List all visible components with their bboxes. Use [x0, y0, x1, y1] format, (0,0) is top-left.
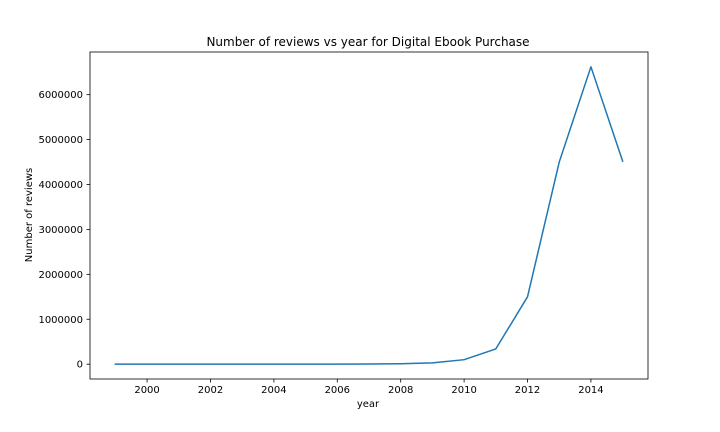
data-point	[494, 347, 497, 350]
x-tick-label: 2008	[388, 385, 413, 396]
axes-frame	[89, 51, 649, 380]
data-point	[558, 160, 561, 163]
y-axis-label: Number of reviews	[24, 168, 35, 262]
data-point	[431, 361, 434, 364]
data-point	[209, 363, 212, 366]
x-tick-label: 2010	[451, 385, 476, 396]
data-point	[272, 363, 275, 366]
x-tick-label: 2014	[578, 385, 603, 396]
y-tick-label: 4000000	[38, 180, 83, 191]
y-tick-label: 5000000	[38, 135, 83, 146]
data-point	[526, 295, 529, 298]
x-tick-label: 2002	[198, 385, 223, 396]
y-tick-label: 1000000	[38, 315, 83, 326]
data-point	[304, 363, 307, 366]
series-line-0	[114, 66, 624, 365]
data-point	[241, 363, 244, 366]
data-point	[399, 362, 402, 365]
data-point	[589, 65, 592, 68]
data-point	[621, 160, 624, 163]
y-tick-label: 3000000	[38, 225, 83, 236]
x-tick-label: 2004	[261, 385, 286, 396]
x-axis-label: year	[357, 399, 380, 410]
data-point	[177, 363, 180, 366]
y-tick-label: 2000000	[38, 270, 83, 281]
data-point	[114, 363, 117, 366]
plot-area: 2000 2002 2004 2006 2008 2010 2012 2014 0 1000000…	[38, 51, 649, 396]
x-tick-label: 2000	[134, 385, 159, 396]
y-tick-label: 0	[77, 360, 83, 371]
chart-title: Number of reviews vs year for Digital Eb…	[206, 35, 529, 49]
data-point	[367, 362, 370, 365]
data-point	[145, 363, 148, 366]
data-point	[463, 358, 466, 361]
x-tick-label: 2006	[325, 385, 350, 396]
x-tick-label: 2012	[515, 385, 540, 396]
data-point	[336, 363, 339, 366]
y-tick-label: 6000000	[38, 90, 83, 101]
